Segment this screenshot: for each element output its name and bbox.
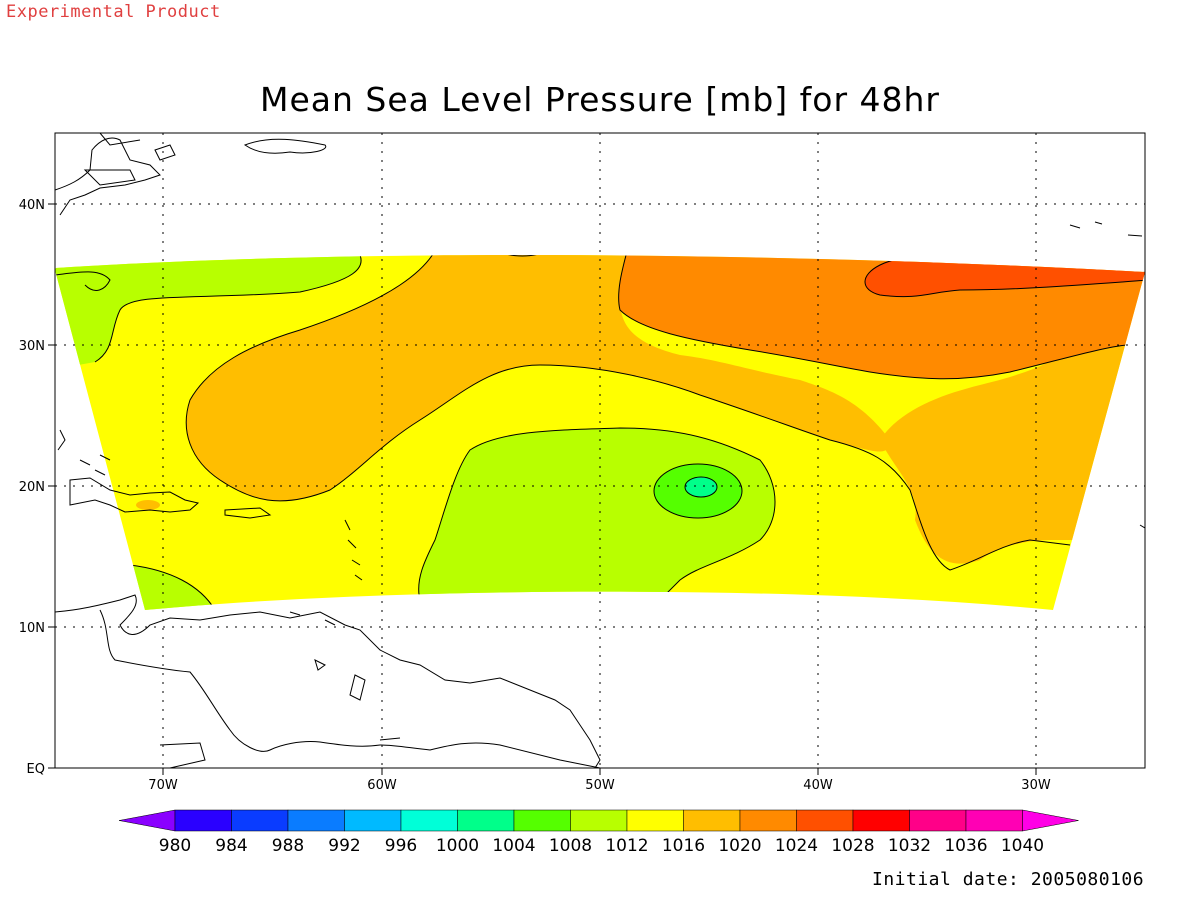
colorbar-swatch: [570, 809, 628, 832]
colorbar-label: 1016: [662, 836, 705, 856]
lat-tick-label: EQ: [27, 762, 45, 777]
colorbar-swatch: [909, 809, 967, 832]
colorbar-arrow-right: [1022, 809, 1079, 832]
lat-tick-label: 10N: [19, 621, 45, 636]
lon-tick-label: 30W: [1021, 778, 1051, 793]
colorbar-swatch: [174, 809, 232, 832]
axis-ticks: [48, 203, 1037, 775]
colorbar-label: 1040: [1001, 836, 1044, 856]
colorbar-swatch: [400, 809, 458, 832]
lat-tick-label: 30N: [19, 339, 45, 354]
colorbar-label: 1032: [888, 836, 931, 856]
colorbar-label: 1008: [549, 836, 592, 856]
colorbar-label: 996: [385, 836, 417, 856]
coastlines: [55, 133, 1145, 768]
colorbar-label: 1004: [492, 836, 535, 856]
lon-labels: 70W 60W 50W 40W 30W: [148, 778, 1051, 793]
colorbar-label: 1012: [605, 836, 648, 856]
colorbar-label: 992: [328, 836, 360, 856]
colorbar-swatch: [739, 809, 797, 832]
lat-tick-label: 20N: [19, 480, 45, 495]
field-1008-west: [55, 255, 362, 370]
colorbar-swatch: [231, 809, 289, 832]
colorbar-label: 1028: [831, 836, 874, 856]
colorbar-swatch: [626, 809, 684, 832]
field-1008-southwest: [130, 565, 215, 610]
colorbar-label: 1024: [775, 836, 818, 856]
colorbar-label: 984: [215, 836, 247, 856]
colorbar-swatch: [683, 809, 741, 832]
colorbar: 980 984 988 992 996 1000 1004 1008 1012 1016 1020 1…: [118, 809, 1079, 856]
lat-tick-label: 40N: [19, 198, 45, 213]
colorbar-label: 988: [272, 836, 304, 856]
pressure-field: [55, 255, 1145, 610]
lon-tick-label: 50W: [585, 778, 615, 793]
gridlines: [55, 133, 1145, 768]
field-1016: [186, 255, 1145, 564]
experimental-product-label: Experimental Product: [6, 2, 221, 22]
lon-tick-label: 70W: [148, 778, 178, 793]
colorbar-label: 1036: [944, 836, 987, 856]
colorbar-swatch: [287, 809, 345, 832]
field-1000: [684, 476, 718, 498]
lon-tick-label: 60W: [367, 778, 397, 793]
colorbar-swatch: [852, 809, 910, 832]
colorbar-swatch: [965, 809, 1023, 832]
field-1016-hispaniola: [136, 500, 160, 510]
initial-date: Initial date: 2005080106: [872, 869, 1145, 890]
colorbar-label: 1000: [436, 836, 479, 856]
lon-tick-label: 40W: [803, 778, 833, 793]
colorbar-label: 1020: [718, 836, 761, 856]
map-title: Mean Sea Level Pressure [mb] for 48hr: [259, 80, 941, 119]
colorbar-label: 980: [159, 836, 191, 856]
colorbar-arrow-left: [118, 809, 176, 832]
colorbar-swatch: [457, 809, 515, 832]
colorbar-swatch: [513, 809, 571, 832]
colorbar-swatch: [796, 809, 854, 832]
colorbar-swatch: [344, 809, 402, 832]
lat-labels: 40N 30N 20N 10N EQ: [19, 198, 45, 777]
